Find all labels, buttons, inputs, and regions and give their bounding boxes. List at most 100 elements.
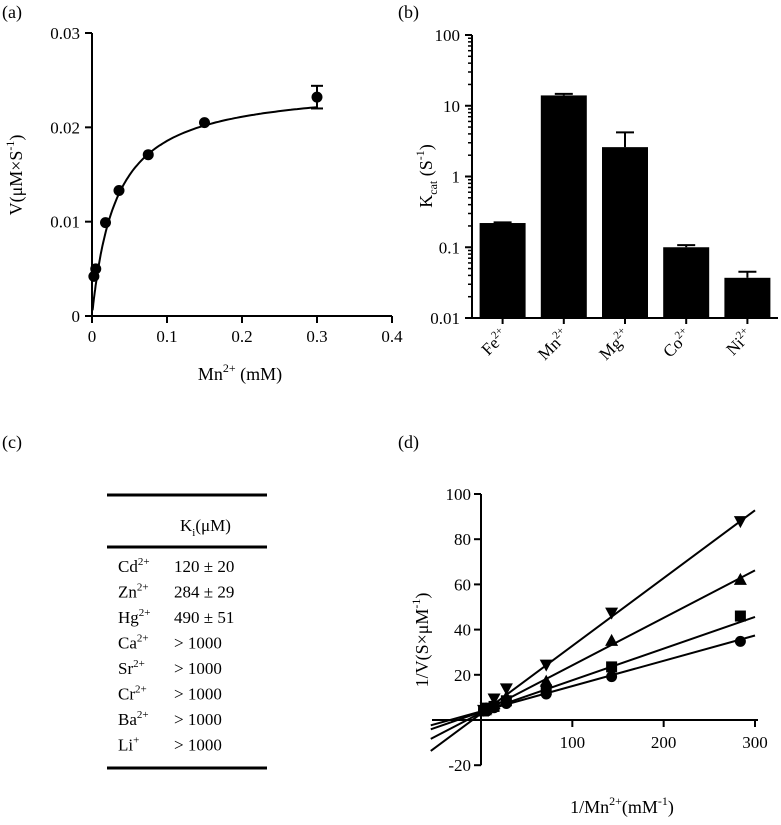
panel-a-data [88,84,323,311]
table-row-value: > 1000 [174,634,222,653]
table-row-ion-symbol: Hg [118,608,139,627]
table-row-ion-symbol: Li [118,736,133,755]
panel-d-point-circle [606,671,618,683]
panel-a-y-title-post: ) [6,135,27,141]
panel-b-x-tick-label: Ni2+ [722,325,756,359]
panel-b-x-tick-label: Mg2+ [595,325,634,364]
panel-a-x-title-sup: 2+ [223,361,236,375]
panel-d-point-square [734,610,746,622]
panel-b-y-tick-label: 1 [452,168,461,187]
panel-d-fit-line-triangle-down [430,509,756,752]
panel-b-bar [540,95,587,318]
table-row-ion: Hg2+ [118,607,151,627]
panel-b-kcat-bar-chart: 0.01 0.1 1 10 100 Fe2+ Mn2+ Mg2+ Co2+ Ni2+ Kcat (… [413,26,778,364]
panel-d-y-title-post: ) [412,593,433,599]
panel-d-point-triangle-down [733,516,747,529]
panel-a-michaelis-menten-plot: 0 0.1 0.2 0.3 0.4 0 0.01 0.02 0.03 Mn2+ (mM) V(μ… [3,24,403,385]
table-row-value: 490 ± 51 [174,608,234,627]
panel-d-y-tick-label: -20 [448,756,471,775]
table-row-ion: Cd2+ [118,556,150,576]
panel-a-x-title-rest: (mM) [236,364,283,385]
panel-b-bars [479,92,771,318]
panel-d-point-triangle-up [539,674,553,687]
table-row-ion-charge: 2+ [139,607,151,619]
panel-label-d: (d) [398,432,419,453]
table-row-ion: Ca2+ [118,633,149,653]
panel-b-y-title-base: K [416,195,436,208]
panel-d-x-axis-title: 1/Mn2+(mM-1) [570,794,674,818]
table-row-value: 284 ± 29 [174,583,234,602]
panel-a-x-tick-label: 0.1 [156,327,177,346]
panel-d-x-tick-label: 200 [651,733,677,752]
panel-d-data [430,509,756,752]
table-row-ion-charge: 2+ [138,556,150,568]
panel-a-x-title-base: Mn [198,364,223,384]
panel-d-y-tick-label: 20 [454,666,471,685]
panel-d-point-circle [734,635,746,647]
panel-d-axes: 100 200 300 -20 20 40 60 80 100 [432,485,768,775]
panel-b-y-tick-label: 10 [443,97,460,116]
panel-d-point-triangle-up [499,690,513,703]
table-row-ion-symbol: Zn [118,583,137,602]
table-row-value: > 1000 [174,659,222,678]
panel-b-y-title-post: ) [416,144,437,150]
table-row-value: > 1000 [174,736,222,755]
panel-d-x-title-sup2: -1 [658,794,668,808]
panel-d-y-tick-label: 100 [446,485,472,504]
panel-d-x-tick-label: 100 [560,733,586,752]
panel-d-point-triangle-up [733,572,747,585]
table-row-ion: Cr2+ [118,684,147,704]
panel-a-x-tick-label: 0 [88,327,97,346]
panel-b-y-tick-label: 0.1 [439,238,460,257]
panel-a-data-point [311,91,323,103]
panel-d-y-tick-label: 60 [454,575,471,594]
panel-d-x-title-sup: 2+ [609,794,622,808]
panel-d-y-title-sup: -1 [409,599,423,609]
panel-d-y-tick-label: 80 [454,530,471,549]
panel-d-point-triangle-down [605,607,619,620]
panel-d-y-axis-title: 1/V(S×μM-1) [409,593,433,688]
table-row-ion-symbol: Cd [118,557,138,576]
panel-a-x-tick-label: 0.2 [231,327,252,346]
panel-d-point-triangle-down [499,683,513,696]
panel-a-data-point [113,185,125,197]
panel-label-b: (b) [398,2,419,23]
panel-b-y-title-sub: cat [426,180,440,195]
table-row-ion-charge: + [133,735,139,747]
table-row-ion-charge: 2+ [133,658,145,670]
panel-d-x-title-post: (mM [622,797,658,818]
table-row-ion-charge: 2+ [137,582,149,594]
table-row-value: > 1000 [174,710,222,729]
panel-a-data-point [90,263,102,275]
panel-a-x-tick-label: 0.4 [381,327,403,346]
panel-d-point-square [540,683,552,695]
panel-b-y-axis-title: Kcat (S-1) [413,144,440,208]
table-row-ion-charge: 2+ [135,684,147,696]
panel-b-bar [663,247,710,318]
panel-b-bar [724,277,771,318]
panel-a-y-title-sup: -1 [3,141,17,151]
panel-a-data-point [142,149,154,161]
panel-d-point-square [606,661,618,673]
table-row-ion-symbol: Sr [118,659,133,678]
table-row-ion-symbol: Ca [118,634,137,653]
table-header-ki: Ki(μM) [180,516,231,539]
table-row-ion-symbol: Ba [118,710,137,729]
table-header-sub: i [192,527,195,539]
table-row-ion-charge: 2+ [137,633,149,645]
panel-a-y-tick-label: 0.03 [50,24,80,43]
panel-b-y-title-sup: -1 [413,150,427,160]
table-row-value: > 1000 [174,685,222,704]
panel-d-x-tick-label: 300 [742,733,768,752]
panel-b-x-tick-label: Co2+ [659,325,695,361]
table-row-ion-symbol: Cr [118,685,135,704]
panel-d-point-triangle-up [605,633,619,646]
table-header-base: K [180,516,193,535]
panel-label-c: (c) [2,432,22,453]
panel-b-bar [479,223,526,318]
panel-label-a: (a) [2,2,22,23]
panel-a-data-point [100,217,111,229]
